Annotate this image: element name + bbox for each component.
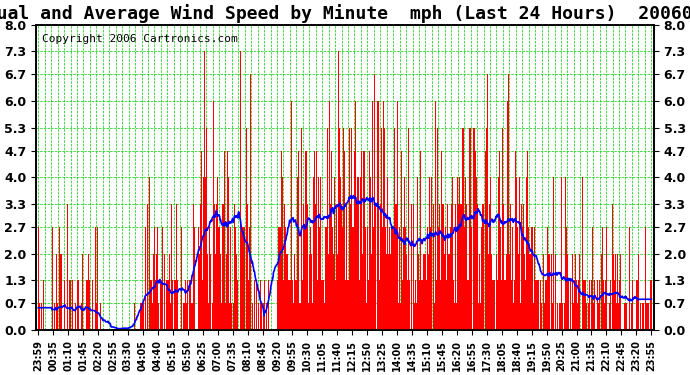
Title: Actual and Average Wind Speed by Minute  mph (Last 24 Hours)  20060629: Actual and Average Wind Speed by Minute … xyxy=(0,4,690,23)
Text: Copyright 2006 Cartronics.com: Copyright 2006 Cartronics.com xyxy=(42,34,238,44)
